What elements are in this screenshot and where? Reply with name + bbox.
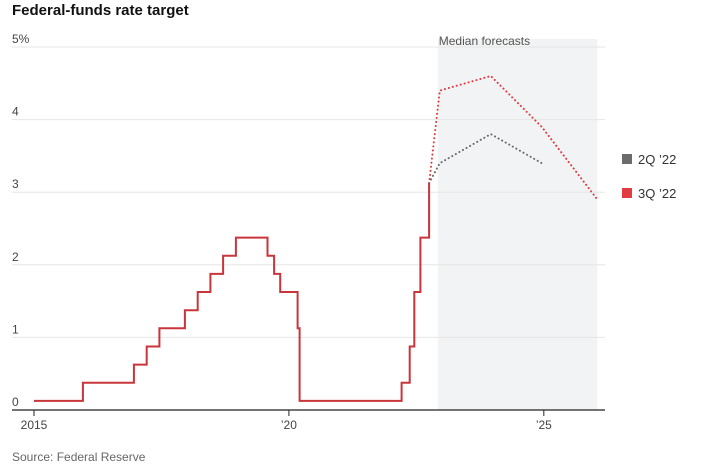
chart-legend: 2Q ’22 3Q ’22 — [622, 150, 676, 218]
legend-swatch-2q22 — [622, 154, 632, 164]
forecast-label: Median forecasts — [439, 34, 530, 48]
y-tick-label: 0 — [12, 395, 19, 409]
y-tick-label: 1 — [12, 322, 19, 336]
chart-title: Federal-funds rate target — [12, 2, 189, 19]
legend-item-2q22: 2Q ’22 — [622, 150, 676, 168]
legend-label-2q22: 2Q ’22 — [638, 151, 677, 167]
series-line-q3 — [428, 74, 599, 201]
x-tick-label: ’20 — [281, 418, 297, 432]
y-tick-label: 5% — [12, 32, 30, 46]
legend-swatch-3q22 — [622, 188, 632, 198]
series-line-q2 — [428, 132, 543, 185]
x-tick-label: ’25 — [536, 418, 552, 432]
source-note: Source: Federal Reserve — [12, 450, 146, 464]
x-tick-label: 2015 — [21, 418, 48, 432]
y-tick-label: 2 — [12, 250, 19, 264]
legend-item-3q22: 3Q ’22 — [622, 184, 676, 202]
forecast-shade — [437, 39, 598, 410]
series-line-actual — [34, 183, 431, 402]
y-tick-label: 4 — [12, 105, 19, 119]
y-tick-label: 3 — [12, 177, 19, 191]
legend-label-3q22: 3Q ’22 — [638, 185, 677, 201]
